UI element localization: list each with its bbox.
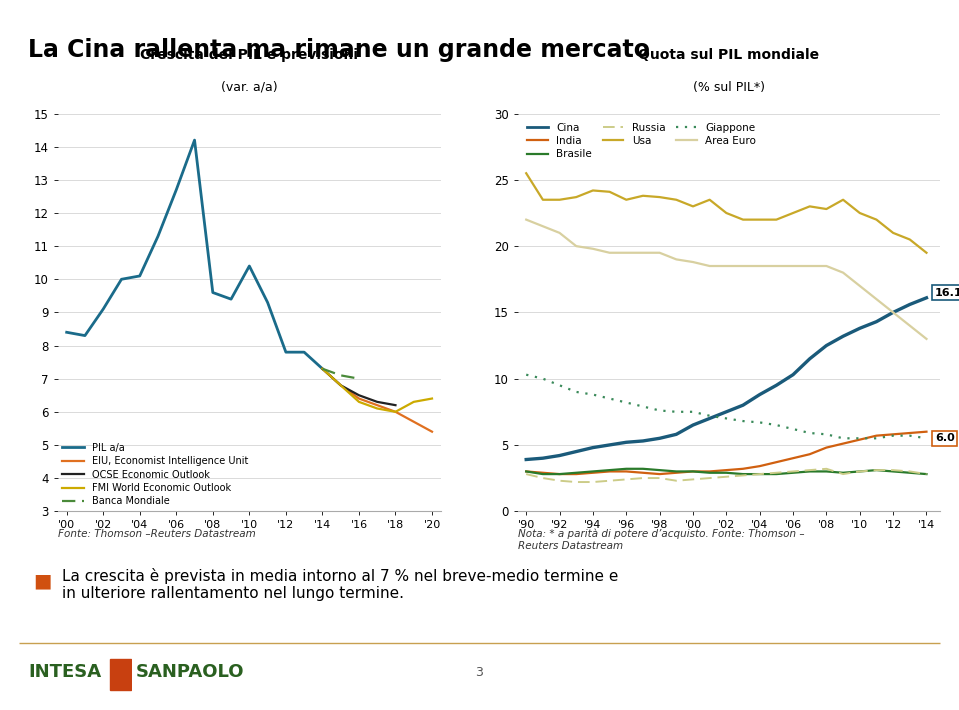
Text: La Cina rallenta ma rimane un grande mercato: La Cina rallenta ma rimane un grande mer… <box>29 38 650 62</box>
Text: Fonte: Thomson –Reuters Datastream: Fonte: Thomson –Reuters Datastream <box>58 529 255 539</box>
Text: 3: 3 <box>476 666 483 679</box>
Text: Quota sul PIL mondiale: Quota sul PIL mondiale <box>639 48 819 62</box>
Text: (var. a/a): (var. a/a) <box>221 81 278 94</box>
Legend: PIL a/a, EIU, Economist Intelligence Unit, OCSE Economic Outlook, FMI World Econ: PIL a/a, EIU, Economist Intelligence Uni… <box>62 443 248 506</box>
Text: (% sul PIL*): (% sul PIL*) <box>692 81 765 94</box>
Text: SANPAOLO: SANPAOLO <box>136 663 245 682</box>
Text: Nota: * a parità di potere d’acquisto. Fonte: Thomson –
Reuters Datastream: Nota: * a parità di potere d’acquisto. F… <box>518 529 805 551</box>
FancyBboxPatch shape <box>109 659 131 690</box>
Legend: Cina, India, Brasile, Russia, Usa, Giappone, Area Euro: Cina, India, Brasile, Russia, Usa, Giapp… <box>523 119 760 163</box>
Text: INTESA: INTESA <box>29 663 102 682</box>
Text: Crescita del PIL e previsioni: Crescita del PIL e previsioni <box>140 48 359 62</box>
Text: 6.0: 6.0 <box>935 433 954 443</box>
Text: ■: ■ <box>34 572 52 591</box>
Text: 16.1: 16.1 <box>935 288 959 297</box>
Text: La crescita è prevista in media intorno al 7 % nel breve-medio termine e
in ulte: La crescita è prevista in media intorno … <box>62 568 619 601</box>
